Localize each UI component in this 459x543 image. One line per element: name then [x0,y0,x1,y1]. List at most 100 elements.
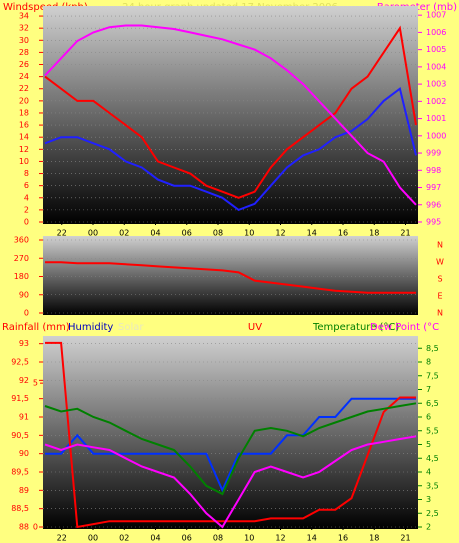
rain-tick-label: 5 [33,379,38,388]
y2-tick-label: 997 [426,183,441,192]
y-tick-label: 10 [19,157,29,166]
x-tick-label: 06 [182,534,192,543]
legend-label: Temperature (°C) [312,322,399,333]
y2-tick-label: 1004 [426,62,446,71]
x-tick-label: 16 [338,534,348,543]
y-tick-label: 93 [19,339,29,348]
x-tick-label: 00 [88,229,98,238]
y-tick-label: 89 [19,486,29,495]
y2-tick-label: 3 [426,495,431,504]
compass-label: W [436,258,444,267]
y2-tick-label: 7 [426,385,431,394]
y2-tick-label: 1005 [426,45,446,54]
x-tick-label: 08 [213,534,223,543]
legend-label: Rainfall (mm) [2,322,70,333]
x-tick-label: 12 [275,534,285,543]
y-tick-label: 2 [24,205,29,214]
y2-tick-label: 4,5 [426,454,439,463]
series-line [45,261,416,294]
y2-tick-label: 1003 [426,80,446,89]
y-tick-label: 8 [24,169,29,178]
x-tick-label: 04 [150,534,160,543]
y-tick-label: 88 [19,523,29,532]
series-line [44,435,417,529]
y2-tick-label: 3,5 [426,481,439,490]
rain-tick-label: 0 [33,523,38,532]
x-tick-label: 22 [57,229,67,238]
y-tick-label: 30 [19,36,29,45]
x-tick-label: 04 [150,229,160,238]
x-tick-label: 02 [119,229,129,238]
y-tick-label: 91 [19,413,29,422]
y2-tick-label: 1006 [426,28,446,37]
y2-tick-label: 2,5 [426,509,439,518]
y2-tick-label: 1000 [426,131,446,140]
y-tick-label: 0 [24,218,29,227]
y2-tick-label: 996 [426,200,441,209]
x-tick-label: 10 [244,229,254,238]
series-line [45,397,416,493]
y2-tick-label: 995 [426,218,441,227]
y2-tick-label: 1002 [426,97,446,106]
compass-label: E [437,292,442,301]
y-tick-label: 0 [24,309,29,318]
legend-label: UV [248,322,262,333]
y-tick-label: 88,5 [11,504,29,513]
y-tick-label: 34 [19,12,29,21]
y2-tick-label: 4 [426,468,431,477]
y-tick-label: 12 [19,145,29,154]
x-tick-label: 06 [182,229,192,238]
x-tick-label: 14 [307,229,317,238]
y-tick-label: 18 [19,108,29,117]
y-tick-label: 90,5 [11,431,29,440]
series-line [44,86,417,212]
y-tick-label: 92,5 [11,358,29,367]
y-tick-label: 89,5 [11,468,29,477]
x-tick-label: 12 [275,229,285,238]
y-tick-label: 14 [19,133,29,142]
y-tick-label: 26 [19,60,29,69]
y-tick-label: 91,5 [11,394,29,403]
plot-background [43,6,418,224]
x-tick-label: 10 [244,534,254,543]
compass-label: N [437,309,443,318]
x-tick-label: 22 [57,534,67,543]
x-tick-label: 16 [338,229,348,238]
y-tick-label: 20 [19,96,29,105]
y-tick-label: 360 [14,236,29,245]
x-tick-label: 21 [400,534,410,543]
compass-label: S [437,275,442,284]
legend-label: Humidity [68,322,113,333]
y2-tick-label: 1001 [426,114,446,123]
y-tick-label: 16 [19,121,29,130]
y2-tick-label: 5,5 [426,426,439,435]
y2-tick-label: 1007 [426,11,446,20]
y2-tick-label: 8,5 [426,344,439,353]
plot-background [43,236,418,315]
series-line [45,341,416,529]
y2-tick-label: 2 [426,523,431,532]
y-tick-label: 24 [19,72,29,81]
legend-label: Solar [118,322,144,333]
y2-tick-label: 6,5 [426,399,439,408]
y-tick-label: 28 [19,48,29,57]
x-tick-label: 14 [307,534,317,543]
y-tick-label: 4 [24,193,29,202]
legend-label: Dew Point (°C [370,322,439,333]
y2-tick-label: 7,5 [426,371,439,380]
x-tick-label: 18 [369,534,379,543]
y-tick-label: 32 [19,24,29,33]
plot-background [43,336,418,529]
y-tick-label: 92 [19,376,29,385]
y2-tick-label: 8 [426,358,431,367]
x-tick-label: 18 [369,229,379,238]
y2-tick-label: 998 [426,166,441,175]
series-line [44,24,417,206]
y-tick-label: 90 [19,449,29,458]
y2-tick-label: 6 [426,413,431,422]
series-line [44,402,417,496]
compass-label: N [437,241,443,250]
x-tick-label: 02 [119,534,129,543]
series-line [44,25,417,199]
